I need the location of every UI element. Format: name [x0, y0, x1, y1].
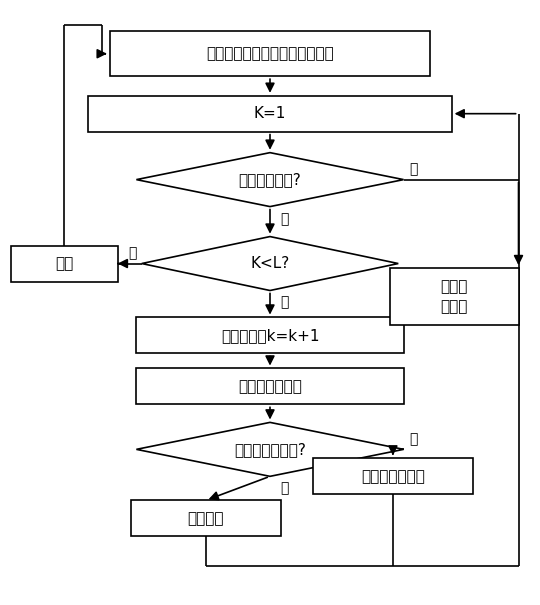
FancyBboxPatch shape [137, 318, 403, 353]
Text: 是: 是 [409, 163, 417, 177]
Text: 是: 是 [281, 481, 289, 495]
Polygon shape [137, 152, 403, 206]
Text: 产生新解，k=k+1: 产生新解，k=k+1 [221, 328, 319, 343]
Text: 得出最
终结果: 得出最 终结果 [441, 279, 468, 314]
FancyBboxPatch shape [11, 246, 118, 281]
FancyBboxPatch shape [88, 96, 452, 132]
Text: 否: 否 [281, 212, 289, 227]
Text: 记录新解: 记录新解 [187, 511, 224, 526]
FancyBboxPatch shape [313, 459, 473, 494]
FancyBboxPatch shape [110, 31, 430, 76]
Text: 计算目标函数值: 计算目标函数值 [238, 379, 302, 394]
FancyBboxPatch shape [137, 368, 403, 404]
Text: K<L?: K<L? [251, 256, 289, 271]
Text: 满足终止条件?: 满足终止条件? [239, 172, 301, 187]
Text: 否: 否 [409, 433, 417, 446]
FancyBboxPatch shape [131, 500, 281, 536]
Text: 初始化：给出初始解，初始温度: 初始化：给出初始解，初始温度 [206, 46, 334, 61]
Polygon shape [141, 237, 399, 290]
FancyBboxPatch shape [390, 268, 518, 325]
Text: 新解是否被接受?: 新解是否被接受? [234, 442, 306, 457]
Text: 是: 是 [281, 295, 289, 309]
Text: 否: 否 [128, 247, 137, 261]
Text: K=1: K=1 [254, 106, 286, 121]
Text: 降温: 降温 [55, 256, 73, 271]
Text: 保持之前解不变: 保持之前解不变 [361, 469, 425, 484]
Polygon shape [137, 422, 403, 476]
